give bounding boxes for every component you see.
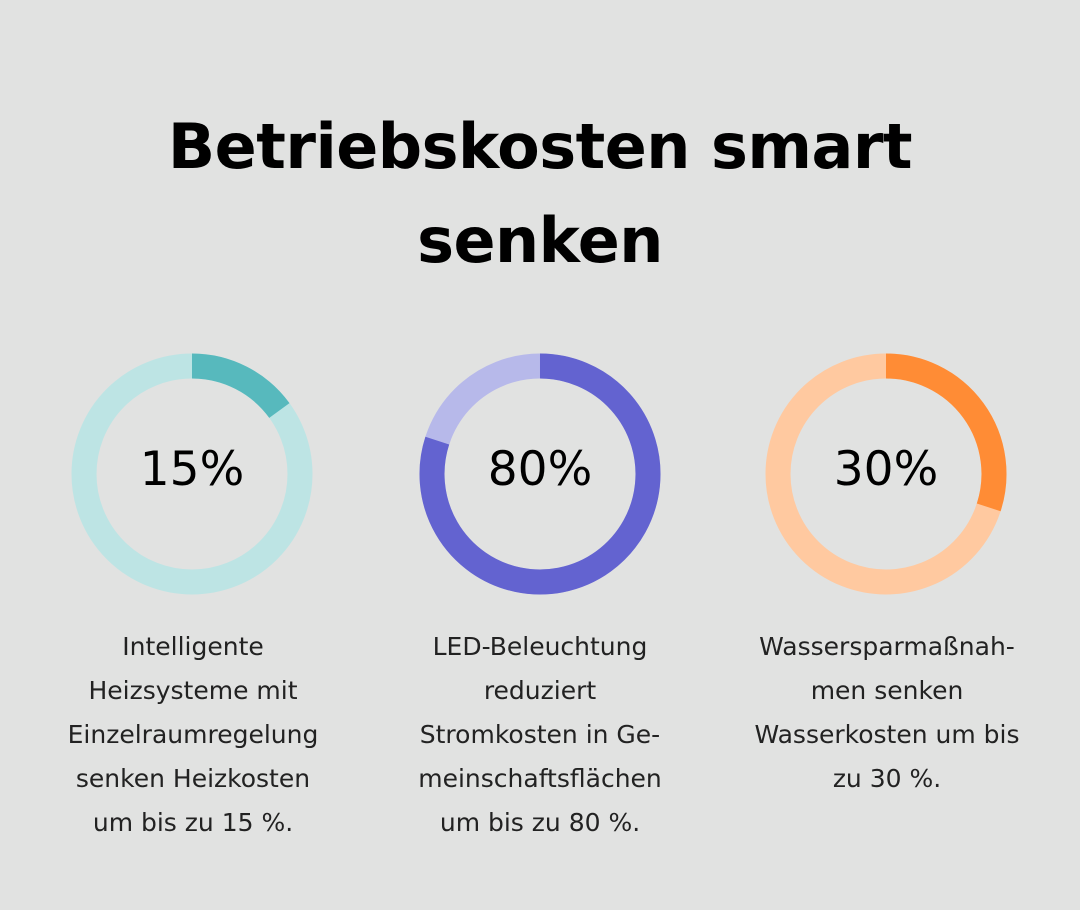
donut-chart-water: 30% (752, 350, 1012, 600)
donut-chart-heating: 15% (58, 350, 318, 600)
donut-svg (765, 353, 1007, 595)
caption-heating: Intelligente Heizsysteme mit Einzelraumr… (67, 632, 319, 837)
donut-chart-led: 80% (406, 350, 666, 600)
donut-value-arc (191, 353, 290, 419)
caption-water: Wassersparmaßnah- men senken Wasserkoste… (754, 632, 1020, 793)
page-title: Betriebskosten smart senken (167, 110, 913, 277)
caption-led: LED-Beleuchtung reduziert Stromkosten in… (418, 632, 662, 837)
donut-value-arc (885, 353, 1007, 512)
percentage-label: 15% (139, 442, 245, 497)
donut-svg (71, 353, 313, 595)
donut-svg (419, 353, 661, 595)
donut-value-arc (419, 353, 661, 595)
donut-charts: 15% Intelligente Heizsysteme mit Einzelr… (0, 350, 1080, 910)
percentage-label: 30% (833, 442, 939, 497)
percentage-label: 80% (487, 442, 593, 497)
